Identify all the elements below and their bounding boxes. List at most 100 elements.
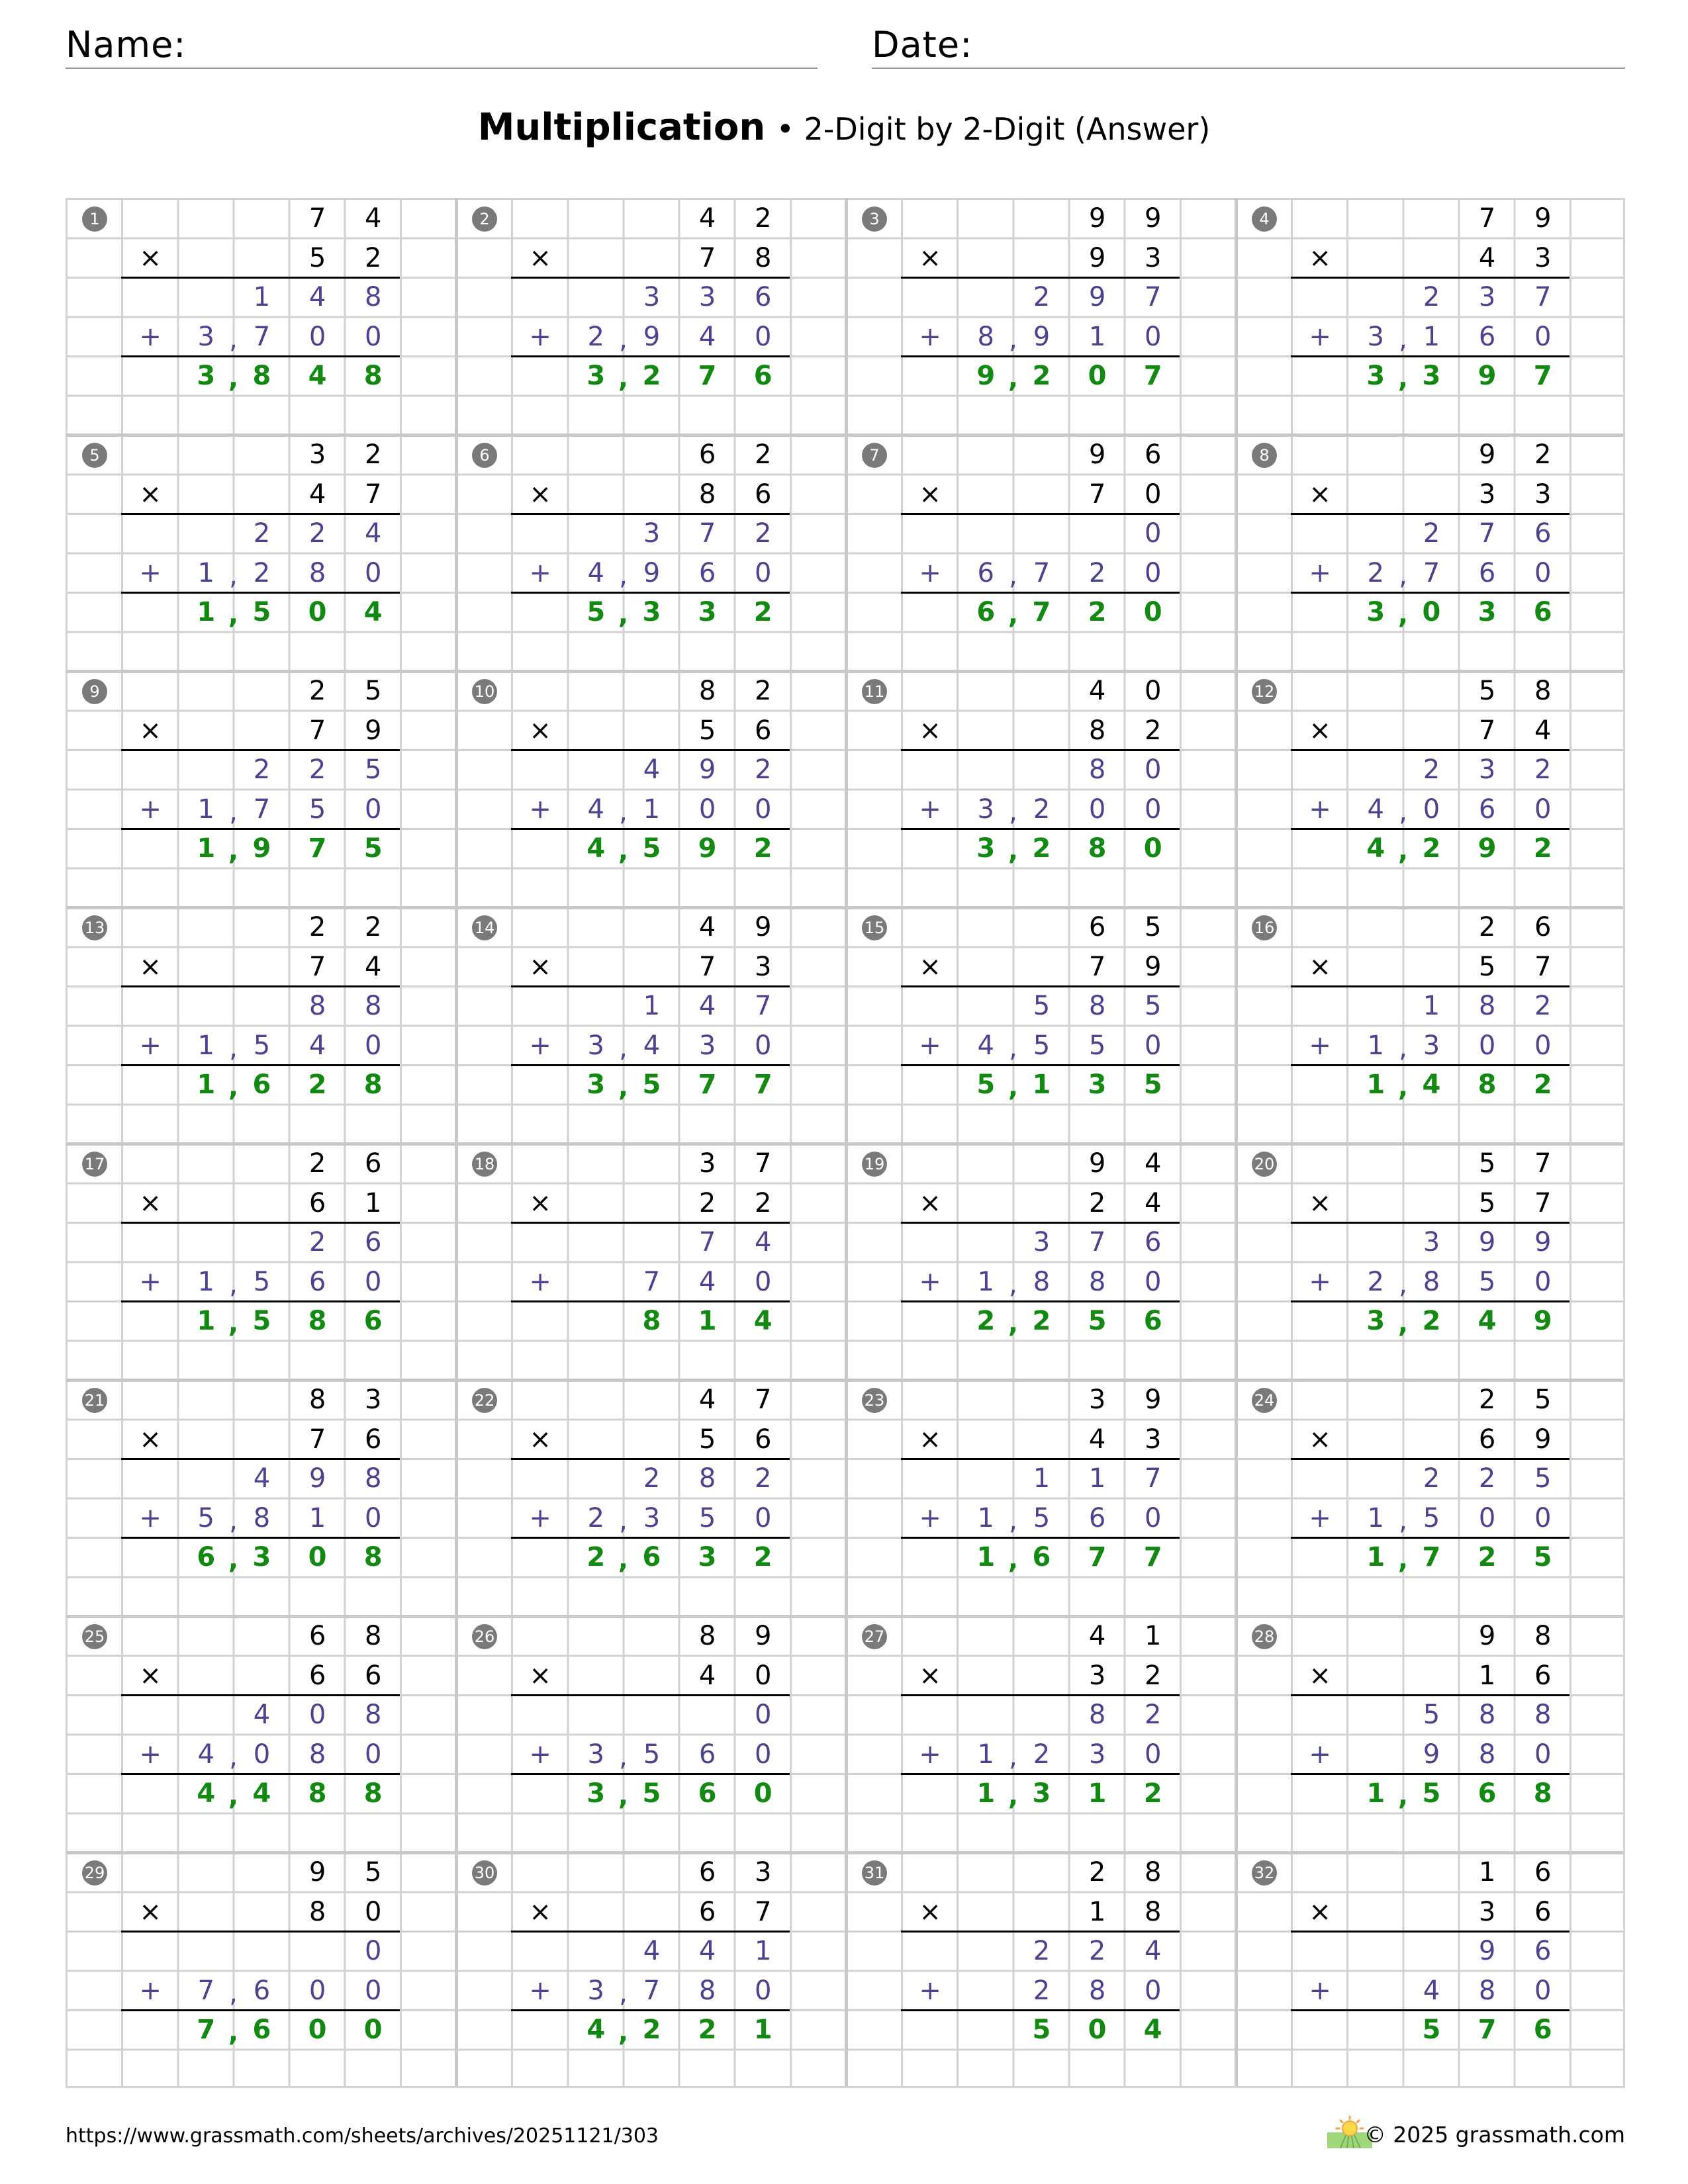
digit: 5 [1033,991,1051,1021]
thousands-comma: , [228,2017,239,2048]
multiply-rule [1291,513,1570,515]
digit: 7 [364,478,382,510]
block-divider [66,433,1623,437]
problem-number-badge: 16 [1252,915,1278,940]
digit: 9 [1534,1424,1552,1455]
digit: 3 [586,361,606,391]
digit: 8 [308,557,326,588]
digit: 8 [363,1778,383,1809]
times-sign: × [529,1424,551,1455]
times-sign: × [529,715,551,746]
digit: 2 [308,1069,327,1100]
sum-rule [1291,1300,1570,1302]
digit: 0 [1088,361,1107,391]
thousands-comma: , [229,796,238,827]
problem-number-badge: 27 [862,1623,888,1649]
thousands-comma: , [1399,796,1407,827]
multiply-rule [511,1931,790,1933]
digit: 4 [308,361,327,391]
digit: 0 [1144,478,1162,510]
thousands-comma: , [1399,1269,1407,1300]
times-sign: × [529,951,551,982]
digit: 2 [1143,1778,1162,1809]
digit: 5 [698,715,716,746]
digit: 4 [1144,1148,1162,1179]
digit: 3 [1478,1896,1496,1927]
plus-sign: + [919,1739,941,1770]
digit: 8 [698,1975,716,2006]
digit: 3 [587,1739,604,1770]
block-divider [455,198,458,2086]
problem-18: 18×+372274740814372274740814 [455,1143,845,1379]
digit: 4 [1366,833,1385,864]
thousands-comma: , [1009,1741,1017,1772]
sum-rule [511,2009,790,2011]
problem-number-badge: 18 [472,1151,498,1177]
digit: 3 [642,597,661,627]
digit: 1 [253,282,271,312]
digit: 8 [364,282,382,312]
plus-sign: + [139,1030,162,1061]
digit: 2 [587,321,604,352]
times-sign: × [139,1424,162,1455]
digit: 5 [642,1778,661,1809]
thousands-comma: , [1397,600,1409,630]
digit: 7 [197,1975,214,2006]
problem-number-badge: 6 [472,442,498,468]
digit: 9 [754,912,772,942]
digit: 4 [1478,242,1496,273]
digit: 4 [253,1700,271,1730]
block-divider [66,1615,1623,1618]
digit: 0 [1144,1030,1162,1061]
digit: 8 [363,1542,383,1572]
digit: 2 [364,242,382,273]
digit: 7 [698,951,716,982]
digit: 8 [363,1069,383,1100]
digit: 5 [1032,2015,1051,2045]
digit: 0 [1088,794,1106,825]
digit: 3 [1033,1227,1051,1257]
digit: 9 [643,557,661,588]
plus-sign: + [139,794,162,825]
digit: 0 [364,1936,382,1966]
sum-rule [901,828,1180,830]
digit: 6 [642,1542,661,1572]
digit: 6 [1144,439,1162,470]
digit: 5 [364,676,382,706]
digit: 5 [1478,1187,1496,1218]
plus-sign: + [529,1030,551,1061]
digit: 5 [1423,1700,1440,1730]
digit: 3 [364,1385,382,1415]
digit: 3 [698,282,716,312]
digit: 1 [1366,1069,1385,1100]
digit: 6 [1143,1306,1162,1336]
digit: 2 [1033,1739,1051,1770]
digit: 3 [698,1542,717,1572]
digit: 0 [1534,1266,1552,1297]
problem-number-badge: 7 [862,442,888,468]
footer-url: https://www.grassmath.com/sheets/archive… [66,2124,659,2148]
digit: 0 [1144,518,1162,549]
thousands-comma: , [1008,600,1019,630]
digit: 3 [1366,597,1385,627]
date-field[interactable] [872,68,1625,69]
plus-sign: + [919,1975,941,2006]
digit: 4 [1144,1936,1162,1966]
thousands-comma: , [618,363,629,394]
digit: 5 [1143,1069,1162,1100]
digit: 7 [1088,478,1106,510]
digit: 0 [1534,321,1552,352]
multiply-rule [121,277,400,279]
digit: 1 [1367,1502,1384,1533]
digit: 2 [364,439,382,470]
digit: 2 [1477,1542,1497,1572]
thousands-comma: , [228,1308,239,1339]
digit: 2 [754,676,772,706]
problem-number-badge: 8 [1252,442,1278,468]
name-field[interactable] [66,68,818,69]
digit: 6 [698,1896,716,1927]
digit: 2 [1033,794,1051,825]
digit: 4 [197,1739,214,1770]
